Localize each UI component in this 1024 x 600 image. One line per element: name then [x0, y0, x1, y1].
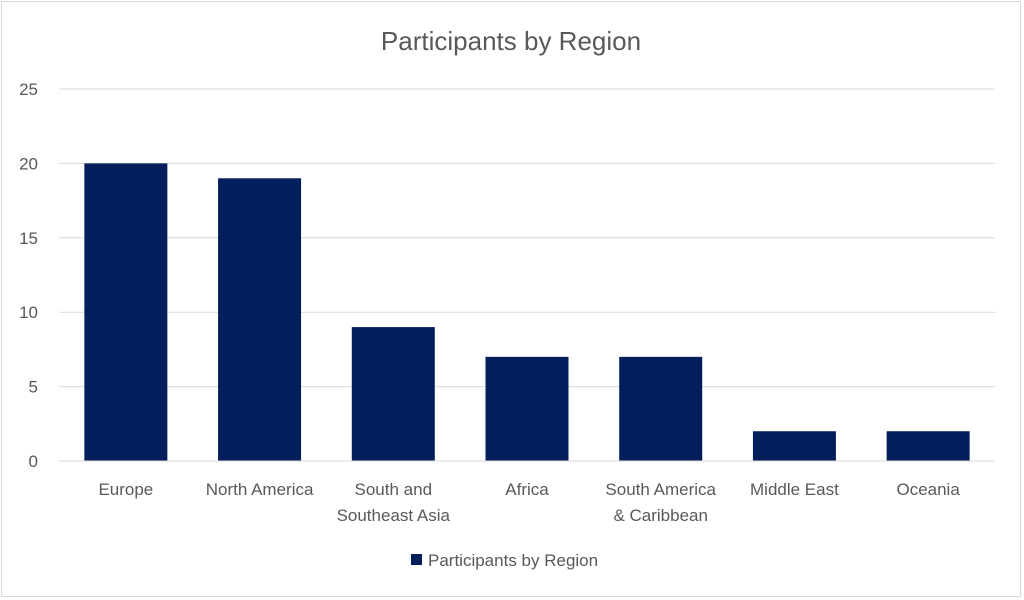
x-tick-label: South America & Caribbean [605, 480, 716, 525]
x-tick-label-line: Middle East [750, 480, 839, 499]
bar [84, 163, 168, 461]
bar [619, 356, 703, 461]
x-tick-label-line: South America [605, 480, 716, 499]
x-tick-label: Africa [505, 480, 549, 499]
bar [485, 356, 569, 461]
y-tick-label: 15 [19, 229, 38, 248]
x-tick-label-line: Southeast Asia [337, 506, 451, 525]
x-tick-label-line: North America [206, 480, 314, 499]
y-axis-ticks: 0 5 10 15 20 25 [19, 80, 38, 471]
y-tick-label: 25 [19, 80, 38, 99]
y-tick-label: 10 [19, 303, 38, 322]
y-tick-label: 20 [19, 154, 38, 173]
legend-swatch [411, 554, 422, 565]
gridlines [59, 88, 995, 388]
x-tick-label-line: South and [355, 480, 433, 499]
bars [84, 163, 970, 461]
x-tick-label: Europe [98, 480, 153, 499]
x-axis-labels: Europe North America South and Southeast As… [98, 480, 960, 525]
x-tick-label: North America [206, 480, 314, 499]
x-tick-label-line: Europe [98, 480, 153, 499]
bar [351, 327, 435, 461]
x-tick-label: Oceania [896, 480, 960, 499]
bar [886, 431, 970, 461]
y-tick-label: 0 [29, 452, 38, 471]
chart-title: Participants by Region [381, 26, 641, 56]
legend: Participants by Region [411, 551, 598, 570]
x-tick-label: South and Southeast Asia [337, 480, 451, 525]
bar [218, 178, 302, 461]
x-tick-label-line: & Caribbean [613, 506, 708, 525]
y-tick-label: 5 [29, 378, 38, 397]
bar [752, 431, 836, 461]
x-tick-label-line: Africa [505, 480, 549, 499]
x-tick-label: Middle East [750, 480, 839, 499]
legend-label: Participants by Region [428, 551, 598, 570]
x-tick-label-line: Oceania [896, 480, 960, 499]
